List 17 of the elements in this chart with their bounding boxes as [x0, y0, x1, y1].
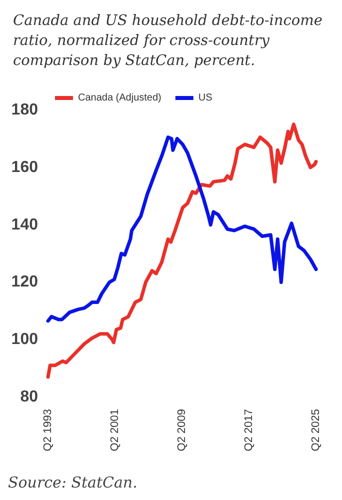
x-tick-label: Q2 2017 — [243, 409, 255, 452]
legend-label: Canada (Adjusted) — [78, 92, 162, 104]
y-tick-label: 180 — [11, 102, 38, 118]
source-note: Source: StatCan. — [8, 474, 138, 492]
y-tick-label: 120 — [11, 274, 38, 291]
y-tick-label: 140 — [11, 216, 38, 234]
legend-label: US — [198, 92, 213, 104]
x-tick-label: Q2 2025 — [310, 409, 322, 452]
x-tick-label: Q2 2009 — [176, 409, 188, 452]
x-tick-label: Q2 2001 — [109, 409, 121, 452]
y-tick-label: 100 — [11, 331, 38, 348]
x-tick-label: Q2 1993 — [42, 409, 54, 452]
line-series — [46, 122, 318, 379]
y-tick-label: 80 — [20, 388, 38, 406]
line-series — [46, 136, 318, 323]
y-tick-label: 160 — [11, 158, 38, 176]
chart-title: Canada and US household debt-to-income ratio, normalized for cross-country comparison by StatCan, percent. — [13, 13, 328, 69]
